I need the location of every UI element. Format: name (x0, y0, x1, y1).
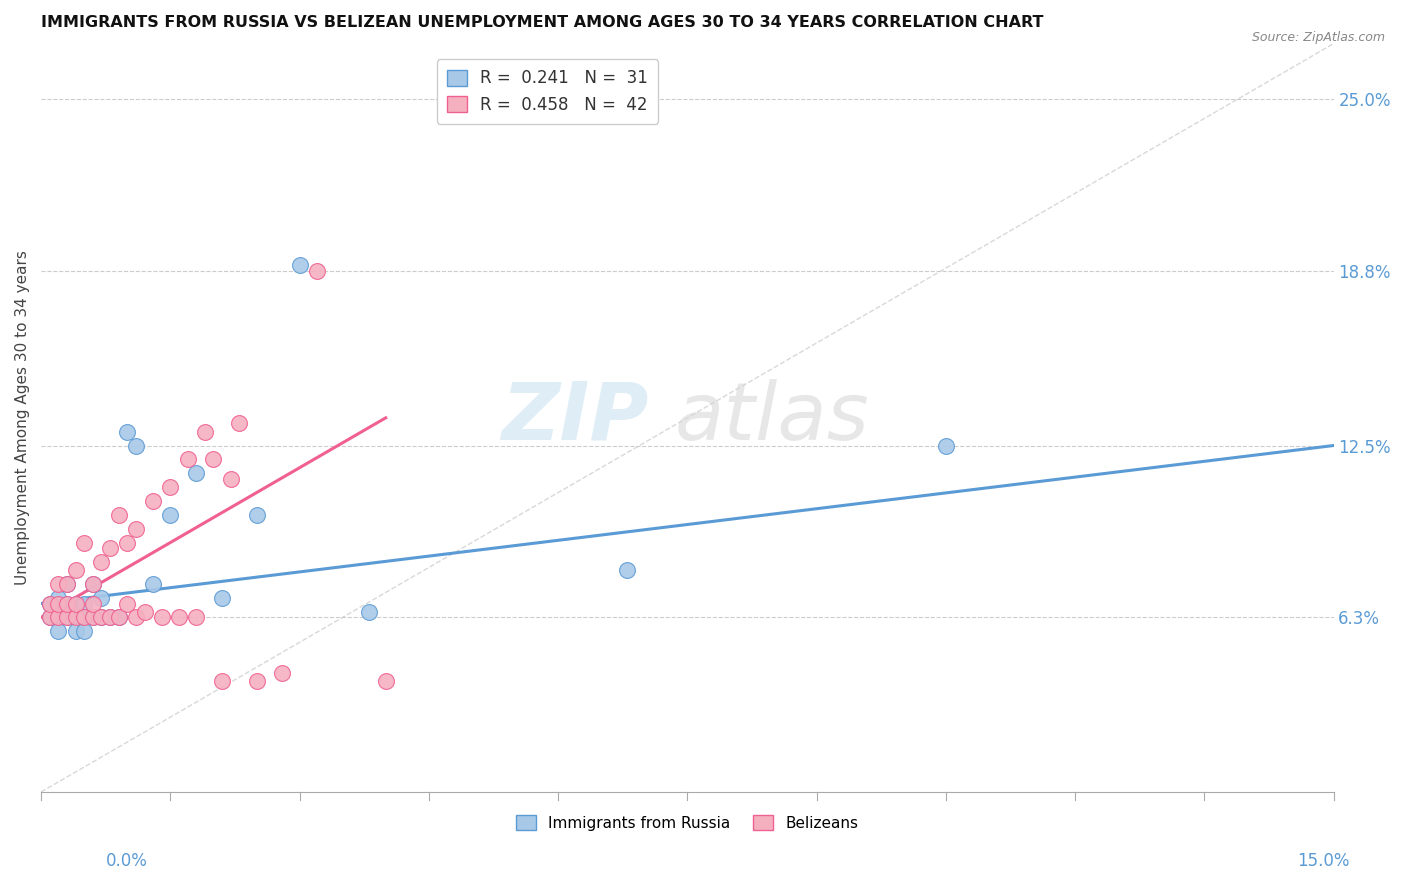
Point (228, 417, 250, 431)
Point (125, 438, 148, 452)
Point (159, 480, 181, 494)
Point (125, 610, 148, 624)
Point (117, 535, 139, 549)
Point (134, 605, 156, 619)
Point (107, 508, 129, 522)
Legend: Immigrants from Russia, Belizeans: Immigrants from Russia, Belizeans (510, 809, 865, 837)
Point (65, 624, 87, 639)
Point (38, 597, 60, 611)
Point (186, 467, 208, 481)
Point (56, 610, 79, 624)
Point (305, 264, 328, 278)
Point (125, 522, 148, 536)
Point (65, 610, 87, 624)
Point (82, 610, 104, 624)
Point (117, 597, 139, 611)
Text: ZIP: ZIP (501, 379, 648, 457)
Point (211, 674, 233, 689)
Point (65, 563, 87, 577)
Point (202, 452, 225, 467)
Point (288, 259, 311, 273)
Point (142, 494, 165, 508)
Point (150, 610, 173, 624)
Point (167, 610, 190, 624)
Point (65, 597, 87, 611)
Point (107, 610, 129, 624)
Point (90, 610, 112, 624)
Point (46, 591, 69, 605)
Point (117, 425, 139, 439)
Point (211, 591, 233, 605)
Point (46, 597, 69, 611)
Text: Source: ZipAtlas.com: Source: ZipAtlas.com (1251, 31, 1385, 45)
Point (194, 425, 217, 439)
Point (38, 610, 60, 624)
Point (82, 577, 104, 591)
Point (219, 472, 242, 486)
Point (98, 610, 121, 624)
Point (46, 577, 69, 591)
Point (38, 597, 60, 611)
Point (98, 610, 121, 624)
Point (186, 610, 208, 624)
Point (82, 610, 104, 624)
Point (73, 610, 96, 624)
Text: 0.0%: 0.0% (105, 852, 148, 870)
Point (65, 610, 87, 624)
Point (90, 555, 112, 569)
Point (357, 605, 380, 619)
Point (90, 591, 112, 605)
Point (616, 563, 638, 577)
Point (73, 597, 96, 611)
Point (56, 577, 79, 591)
Point (56, 610, 79, 624)
Point (935, 438, 957, 452)
Point (176, 452, 198, 467)
Point (271, 665, 294, 680)
Text: 15.0%: 15.0% (1298, 852, 1350, 870)
Point (65, 597, 87, 611)
Point (46, 610, 69, 624)
Point (56, 597, 79, 611)
Point (142, 577, 165, 591)
Point (374, 674, 396, 689)
Point (38, 610, 60, 624)
Point (245, 508, 267, 522)
Point (46, 624, 69, 639)
Point (82, 577, 104, 591)
Text: IMMIGRANTS FROM RUSSIA VS BELIZEAN UNEMPLOYMENT AMONG AGES 30 TO 34 YEARS CORREL: IMMIGRANTS FROM RUSSIA VS BELIZEAN UNEMP… (41, 15, 1043, 30)
Point (73, 535, 96, 549)
Point (56, 597, 79, 611)
Point (82, 597, 104, 611)
Text: atlas: atlas (675, 379, 869, 457)
Point (90, 610, 112, 624)
Y-axis label: Unemployment Among Ages 30 to 34 years: Unemployment Among Ages 30 to 34 years (15, 251, 30, 585)
Point (159, 508, 181, 522)
Point (107, 610, 129, 624)
Point (56, 577, 79, 591)
Point (98, 541, 121, 555)
Point (245, 674, 267, 689)
Point (46, 610, 69, 624)
Point (73, 610, 96, 624)
Point (73, 624, 96, 639)
